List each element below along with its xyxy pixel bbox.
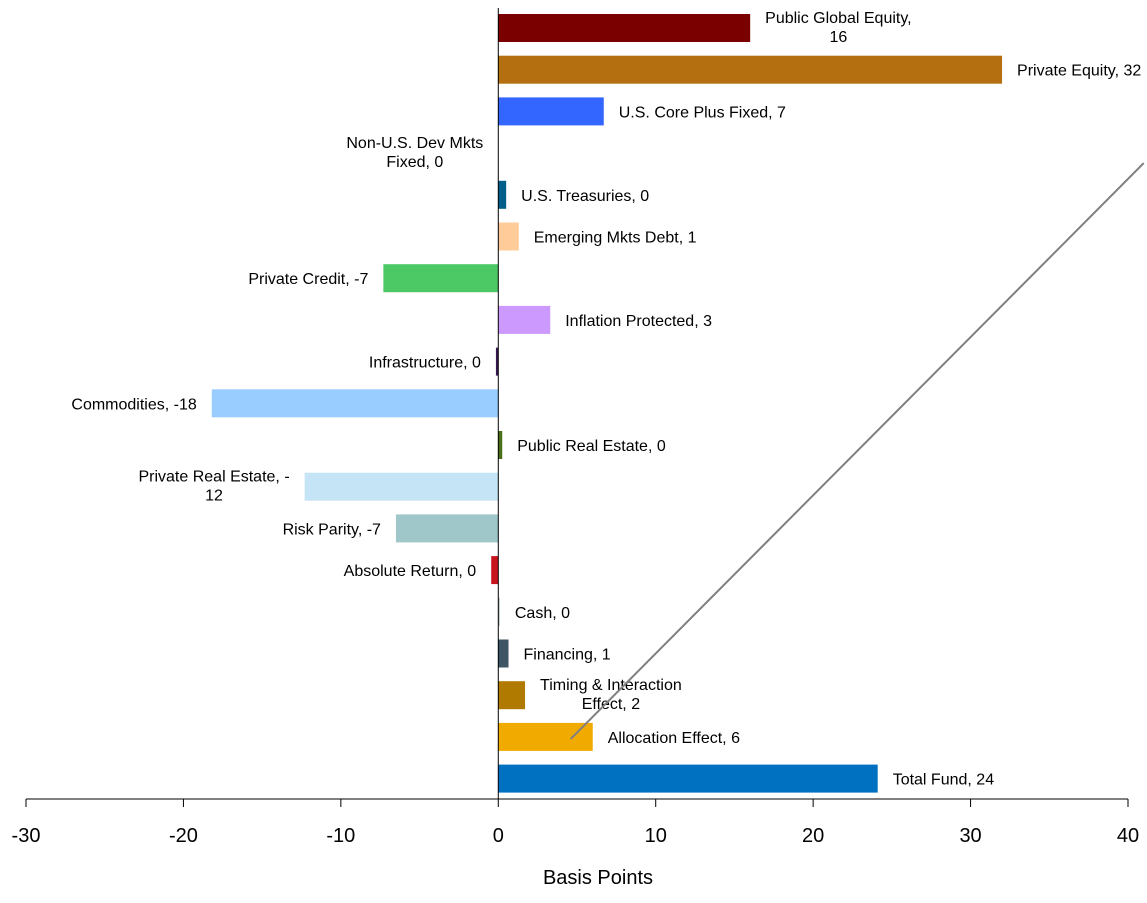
- bar-label-10: Public Real Estate, 0: [517, 438, 666, 455]
- bar-16: [498, 681, 526, 710]
- bar-13: [491, 556, 499, 585]
- bar-label-3: Non-U.S. Dev Mkts: [346, 135, 483, 152]
- bar-8: [495, 347, 499, 376]
- bar-6: [383, 264, 499, 293]
- x-tick-label-5: 20: [802, 825, 824, 847]
- x-tick-label-3: 0: [493, 825, 504, 847]
- bar-label-2: U.S. Core Plus Fixed, 7: [619, 104, 786, 121]
- bar-14: [498, 597, 500, 626]
- bar-2: [498, 97, 604, 126]
- bar-15: [498, 639, 509, 668]
- bar-label-18: Total Fund, 24: [893, 772, 995, 789]
- bar-label-11: Private Real Estate, -: [138, 469, 289, 486]
- bar-label-9: Commodities, -18: [71, 396, 196, 413]
- bar-label-12: Risk Parity, -7: [283, 521, 381, 538]
- x-tick-label-4: 10: [645, 825, 667, 847]
- bar-label-4: U.S. Treasuries, 0: [521, 188, 649, 205]
- bar-1: [498, 55, 1003, 84]
- bar-label-14: Cash, 0: [515, 605, 570, 622]
- bar-0: [498, 14, 751, 42]
- bar-label-6: Private Credit, -7: [248, 271, 368, 288]
- bar-5: [498, 222, 519, 251]
- bar-label-line2-3: Fixed, 0: [386, 154, 443, 171]
- axes-group: -30 -20 -10 0 10 20 30 40: [12, 8, 1139, 847]
- bar-label-16: Timing & Interaction: [540, 677, 682, 694]
- bar-labels-group: Public Global Equity, 16 Private Equity, 3…: [71, 10, 1145, 789]
- bar-label-line2-0: 16: [829, 29, 847, 46]
- bar-label-8: Infrastructure, 0: [369, 355, 481, 372]
- bar-label-1: Private Equity, 32: [1017, 63, 1141, 80]
- bar-label-5: Emerging Mkts Debt, 1: [534, 230, 697, 247]
- bar-label-7: Inflation Protected, 3: [565, 313, 712, 330]
- x-tick-label-1: -20: [169, 825, 198, 847]
- bar-4: [498, 180, 507, 209]
- bar-11: [304, 472, 499, 501]
- bar-label-line2-11: 12: [205, 488, 223, 505]
- annotation-line-0: [569, 162, 1145, 740]
- x-tick-label-2: -10: [326, 825, 355, 847]
- bar-7: [498, 305, 551, 334]
- bar-9: [211, 389, 499, 418]
- x-tick-label-0: -30: [12, 825, 41, 847]
- bar-17: [498, 722, 593, 751]
- bar-label-17: Allocation Effect, 6: [608, 730, 740, 747]
- x-tick-label-7: 40: [1117, 825, 1139, 847]
- bars-group: [211, 14, 1003, 793]
- bar-12: [395, 514, 499, 543]
- bar-label-15: Financing, 1: [524, 647, 611, 664]
- x-tick-label-6: 30: [959, 825, 981, 847]
- bar-label-13: Absolute Return, 0: [344, 563, 477, 580]
- bar-10: [498, 431, 503, 459]
- x-axis-label: Basis Points: [543, 867, 653, 889]
- bar-18: [498, 764, 878, 793]
- bar-label-line2-16: Effect, 2: [582, 696, 641, 713]
- bar-label-0: Public Global Equity,: [765, 10, 911, 27]
